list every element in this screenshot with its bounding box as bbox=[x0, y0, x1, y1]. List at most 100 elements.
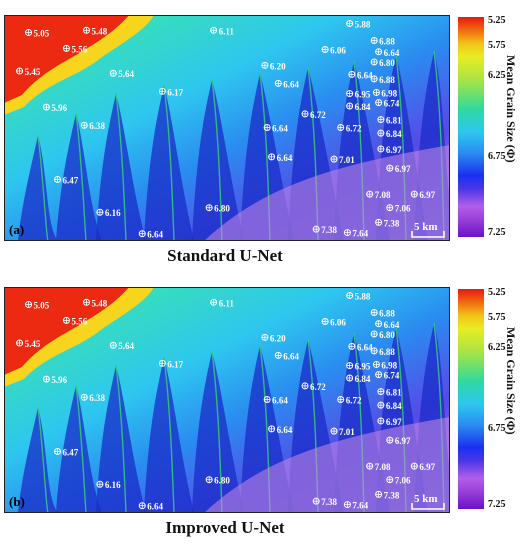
grain-size-map-a: 5.05 5.48 5.56 5.45 6.11 5.88 5.64 6.17 5.96 6.20… bbox=[4, 15, 450, 241]
sample-marker: 6.47 bbox=[54, 447, 79, 457]
sample-value-label: 6.11 bbox=[219, 26, 235, 36]
sample-marker: 7.38 bbox=[312, 497, 337, 507]
sample-marker: 6.64 bbox=[263, 123, 288, 133]
sample-marker: 6.64 bbox=[263, 395, 288, 405]
sample-value-label: 7.06 bbox=[395, 204, 411, 214]
caption-improved-unet: Improved U-Net bbox=[165, 518, 285, 537]
panel-label: (b) bbox=[9, 494, 25, 509]
map-frame bbox=[4, 287, 450, 513]
colorbar-gradient bbox=[458, 289, 484, 509]
coarse-zone-red bbox=[4, 15, 129, 103]
sample-marker: 5.96 bbox=[42, 103, 68, 113]
sample-marker: 6.16 bbox=[96, 208, 121, 218]
sample-value-label: 5.88 bbox=[355, 292, 371, 302]
sample-marker: 5.96 bbox=[42, 375, 68, 385]
scale-bar: 5 km bbox=[411, 493, 445, 510]
sample-value-label: 6.84 bbox=[355, 102, 371, 112]
sample-marker: 7.64 bbox=[343, 229, 369, 239]
sample-value-label: 5.48 bbox=[92, 26, 108, 36]
sample-value-label: 6.72 bbox=[346, 395, 362, 405]
sample-value-label: 6.84 bbox=[355, 374, 371, 384]
sample-marker: 7.38 bbox=[312, 225, 337, 235]
sample-value-label: 5.48 bbox=[92, 298, 108, 308]
sample-value-label: 7.38 bbox=[384, 218, 400, 228]
sample-marker: 5.05 bbox=[25, 301, 50, 311]
sample-marker: 7.08 bbox=[366, 190, 391, 200]
sample-marker: 6.88 bbox=[370, 36, 395, 46]
sample-marker: 6.06 bbox=[321, 318, 346, 328]
panel-a-map: 5.05 5.48 5.56 5.45 6.11 5.88 5.64 6.17 5.96 6.20… bbox=[4, 15, 450, 241]
sample-marker: 7.06 bbox=[386, 204, 411, 214]
sample-marker: 6.64 bbox=[138, 502, 164, 512]
sample-value-label: 6.16 bbox=[105, 480, 121, 490]
sample-marker: 6.72 bbox=[337, 395, 362, 405]
sample-value-label: 6.06 bbox=[330, 46, 346, 56]
colorbar-tick: 6.75 bbox=[488, 423, 506, 434]
sample-value-label: 6.06 bbox=[330, 318, 346, 328]
sample-value-label: 6.97 bbox=[395, 164, 411, 174]
sample-marker: 5.64 bbox=[109, 69, 135, 79]
sample-value-label: 6.64 bbox=[277, 425, 293, 435]
scale-bar: 5 km bbox=[411, 221, 445, 238]
sample-value-label: 6.97 bbox=[419, 190, 435, 200]
sample-marker: 6.06 bbox=[321, 46, 346, 56]
sample-marker: 5.48 bbox=[83, 26, 108, 36]
grain-size-map-b: 5.05 5.48 5.56 5.45 6.11 5.88 5.64 6.17 5.96 6.20… bbox=[4, 287, 450, 513]
colorbar-tick: 7.25 bbox=[488, 499, 506, 510]
sand-ridge-streak bbox=[56, 385, 102, 513]
sample-marker: 6.72 bbox=[301, 110, 326, 120]
sample-value-label: 6.11 bbox=[219, 298, 235, 308]
sample-value-label: 6.97 bbox=[395, 436, 411, 446]
sample-marker: 6.64 bbox=[274, 79, 300, 89]
sample-value-label: 5.45 bbox=[25, 67, 41, 77]
sample-value-label: 6.17 bbox=[167, 87, 183, 97]
colorbar-tick: 5.75 bbox=[488, 40, 506, 51]
ridge-crest-line bbox=[211, 78, 223, 241]
sample-value-label: 6.80 bbox=[214, 204, 230, 214]
sample-value-label: 5.96 bbox=[51, 375, 67, 385]
sample-marker: 6.64 bbox=[138, 230, 164, 240]
sample-marker: 7.64 bbox=[343, 501, 369, 511]
colorbar-tick: 6.25 bbox=[488, 342, 506, 353]
sample-value-label: 6.64 bbox=[272, 395, 288, 405]
fine-zone-purple bbox=[204, 145, 450, 241]
sample-value-label: 7.64 bbox=[352, 501, 368, 511]
sample-marker: 6.64 bbox=[348, 70, 373, 80]
sample-value-label: 6.97 bbox=[419, 462, 435, 472]
sample-value-label: 7.06 bbox=[395, 476, 411, 486]
coarse-zone-red bbox=[4, 287, 129, 375]
sample-value-label: 6.98 bbox=[381, 88, 397, 98]
sample-value-label: 6.84 bbox=[386, 401, 402, 411]
sample-value-label: 6.80 bbox=[379, 330, 395, 340]
sample-marker: 7.38 bbox=[375, 218, 400, 228]
sample-marker: 5.45 bbox=[16, 339, 41, 349]
sample-value-label: 6.80 bbox=[379, 58, 395, 68]
sample-value-label: 6.97 bbox=[386, 417, 402, 427]
sample-value-label: 5.88 bbox=[355, 20, 371, 30]
sample-marker: 5.48 bbox=[83, 298, 108, 308]
sample-value-label: 6.95 bbox=[355, 90, 371, 100]
sample-marker: 6.38 bbox=[80, 393, 106, 403]
ridge-crest-line bbox=[163, 356, 175, 513]
scale-bar-label: 5 km bbox=[414, 221, 438, 233]
sample-value-label: 6.88 bbox=[379, 308, 395, 318]
sand-ridge-streak bbox=[96, 365, 146, 513]
colorbar-gradient bbox=[458, 17, 484, 237]
sample-marker: 6.84 bbox=[377, 129, 402, 139]
sample-marker: 6.11 bbox=[210, 298, 235, 308]
sample-value-label: 6.17 bbox=[167, 359, 183, 369]
sample-marker: 7.38 bbox=[375, 490, 400, 500]
sample-marker: 6.97 bbox=[386, 164, 411, 174]
sample-marker: 6.80 bbox=[205, 476, 230, 486]
sample-value-label: 6.64 bbox=[357, 70, 373, 80]
sample-value-label: 6.80 bbox=[214, 476, 230, 486]
sample-value-label: 6.95 bbox=[355, 362, 371, 372]
sample-value-label: 6.64 bbox=[277, 153, 293, 163]
sample-value-label: 7.01 bbox=[339, 427, 355, 437]
sample-marker: 5.64 bbox=[109, 341, 135, 351]
sample-marker: 6.97 bbox=[386, 436, 411, 446]
ridge-crest-line bbox=[115, 364, 127, 513]
ridge-crest-line bbox=[211, 350, 223, 513]
sample-marker: 6.74 bbox=[375, 371, 400, 381]
caption-standard-unet: Standard U-Net bbox=[167, 246, 283, 265]
